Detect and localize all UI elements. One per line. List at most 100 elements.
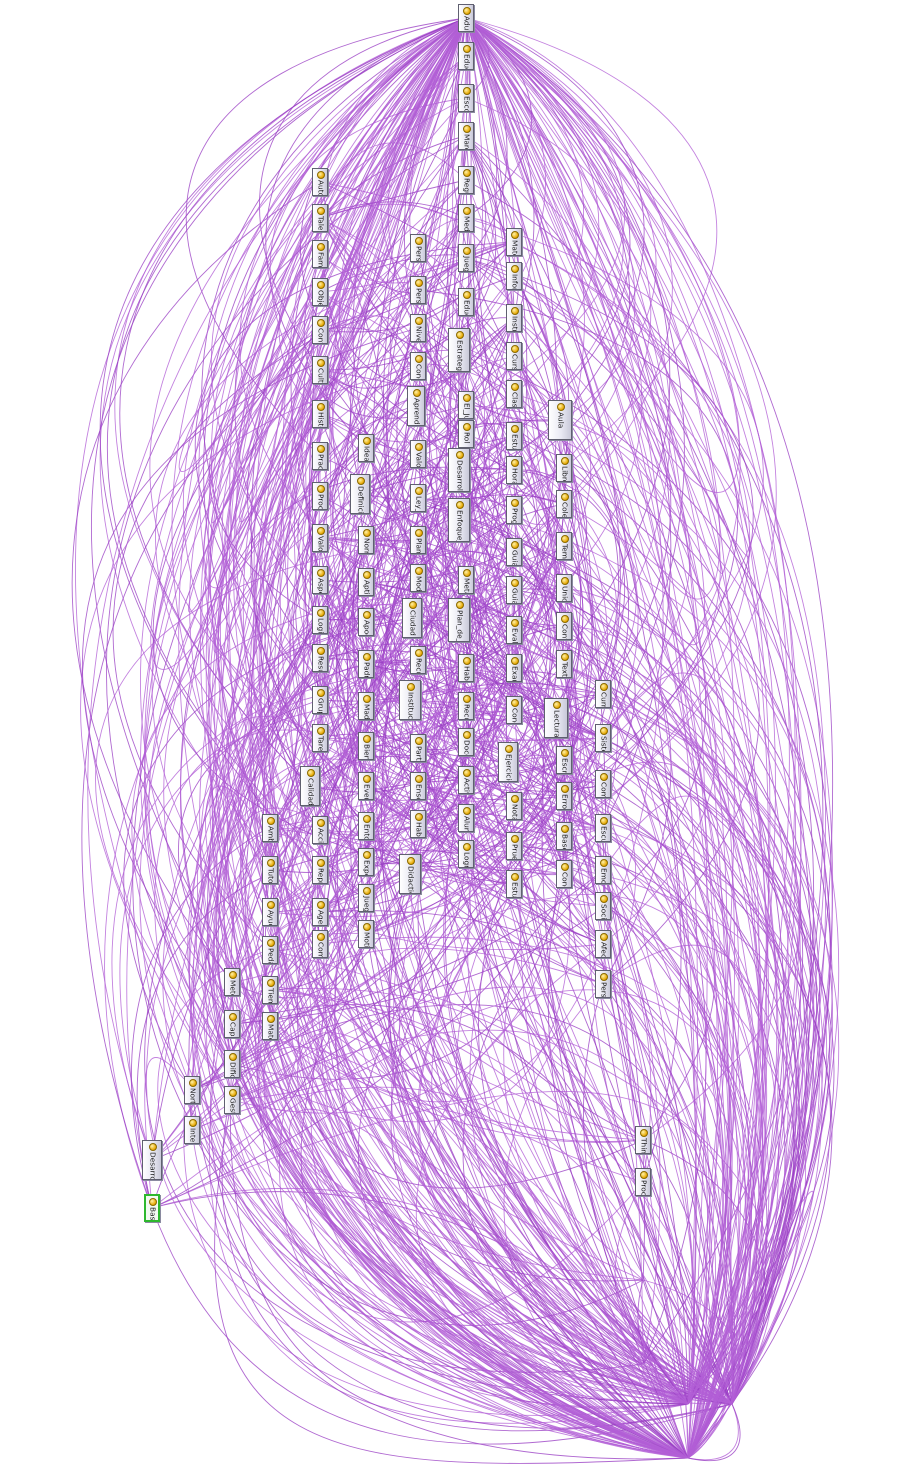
class-node[interactable]: Aprendizaje_Significativo (407, 386, 425, 426)
class-node[interactable]: Recursos_Humanos (410, 646, 426, 674)
class-node[interactable]: Madre (358, 692, 374, 720)
class-node[interactable]: Aspecto (312, 566, 328, 594)
class-node[interactable]: Emocion (595, 856, 611, 884)
class-node[interactable]: Educacion (458, 288, 474, 316)
class-node[interactable]: Conclusion_Final (506, 696, 522, 724)
class-node[interactable]: Motivacion (358, 920, 374, 948)
class-node[interactable]: Ayuda (262, 898, 278, 926)
class-node[interactable]: Gestion (224, 1086, 240, 1114)
class-node[interactable]: Estrategia_de_la_Clase (448, 328, 470, 372)
class-node[interactable]: Personas (595, 970, 611, 998)
class-node[interactable]: Regulatorio (458, 166, 474, 194)
class-node[interactable]: Accion (312, 816, 328, 844)
class-node[interactable]: Actividad (458, 766, 474, 794)
class-node[interactable]: Desarrollo (142, 1140, 162, 1180)
class-node[interactable]: Guia (506, 538, 522, 566)
class-node[interactable]: Evento (358, 772, 374, 800)
class-node[interactable]: Colegio (556, 490, 572, 518)
class-node[interactable]: Clase (506, 380, 522, 408)
class-node[interactable]: Comunidad (595, 770, 611, 798)
class-node[interactable]: Didactica (399, 854, 421, 894)
class-node[interactable]: El_Juego (458, 391, 474, 419)
class-node[interactable]: Afecto (595, 930, 611, 958)
class-node[interactable]: Base_de_Datos_del_Estudiante (556, 822, 572, 850)
class-node[interactable]: Rol (458, 420, 474, 448)
class-node[interactable]: Entorno (358, 812, 374, 840)
class-node[interactable]: Apoderado (358, 608, 374, 636)
class-node[interactable]: Social (595, 892, 611, 920)
class-node[interactable]: Error (556, 782, 572, 810)
class-node[interactable]: Grupo_de_Trabajo (312, 686, 328, 714)
class-node[interactable]: Estudiante (506, 870, 522, 898)
class-node[interactable]: Libro (556, 454, 572, 482)
class-node[interactable]: Capacidad (224, 1010, 240, 1038)
class-node[interactable]: Unidad (556, 574, 572, 602)
class-node[interactable]: Instruccion (506, 304, 522, 332)
class-node[interactable]: Escuela (595, 814, 611, 842)
class-node[interactable]: Planificacion (410, 526, 426, 554)
class-node[interactable]: Nivel (410, 314, 426, 342)
class-node[interactable]: Bienestar (358, 732, 374, 760)
class-node[interactable]: Estudio_Propio (506, 422, 522, 450)
class-node[interactable]: Persona (410, 234, 426, 262)
class-node[interactable]: Aptitud (358, 568, 374, 596)
class-node[interactable]: Alumno (458, 804, 474, 832)
class-node[interactable]: Ley_Padre (410, 484, 426, 512)
class-node[interactable]: Guia_2 (506, 576, 522, 604)
class-node[interactable]: Ensenanza (410, 772, 426, 800)
class-node[interactable]: Ambiente (262, 814, 278, 842)
class-node[interactable]: Adulto (458, 4, 474, 32)
class-node[interactable]: Cultura (312, 356, 328, 384)
class-node[interactable]: Habilidad (410, 810, 426, 838)
class-node[interactable]: Thing (635, 1126, 651, 1154)
class-node[interactable]: Enfoque_de_la_Escuela_Basica (448, 498, 470, 542)
class-node[interactable]: Conocimiento (410, 352, 426, 380)
class-node[interactable]: Ciudad (402, 598, 422, 638)
class-node[interactable]: Ejercicio (498, 742, 518, 782)
class-node[interactable]: Dificultad (224, 1050, 240, 1078)
class-node[interactable]: Plan_de_Enseñanza (448, 598, 470, 642)
class-node[interactable]: Materia (506, 228, 522, 256)
class-node[interactable]: Escritura (556, 746, 572, 774)
class-node[interactable]: Examen (506, 654, 522, 682)
class-node[interactable]: Definicion (350, 474, 370, 514)
class-node[interactable]: Tarea (312, 724, 328, 752)
class-node[interactable]: Valor (410, 440, 426, 468)
class-node[interactable]: Evaluacion_Final (506, 616, 522, 644)
class-node[interactable]: Metodo (224, 968, 240, 996)
class-node[interactable]: Curriculum (595, 680, 611, 708)
class-node[interactable]: Comunicacion (312, 930, 328, 958)
class-node[interactable]: Talento (312, 204, 328, 232)
class-node[interactable]: Resultado (312, 644, 328, 672)
class-node[interactable]: Meta (458, 566, 474, 594)
class-node[interactable]: Persona_fis (410, 276, 426, 304)
class-node[interactable]: Tiempo (262, 976, 278, 1004)
class-node[interactable]: Norte (184, 1076, 200, 1104)
class-node[interactable]: Auto (312, 168, 328, 196)
class-node[interactable]: Base_de_Conocimiento_de_Datos (144, 1194, 160, 1222)
class-node[interactable]: Habito (458, 654, 474, 682)
class-node[interactable]: Programa (506, 496, 522, 524)
class-node[interactable]: Medio (458, 204, 474, 232)
class-node[interactable]: Proceso (312, 482, 328, 510)
class-node[interactable]: Tema (556, 532, 572, 560)
class-node[interactable]: Calidad (300, 766, 320, 806)
class-node[interactable]: Lectura (544, 698, 568, 738)
class-node[interactable]: Juego (458, 244, 474, 272)
class-node[interactable]: Horario_de_Clase (506, 456, 522, 484)
class-node[interactable]: Educar (458, 42, 474, 70)
class-node[interactable]: Contexto (312, 316, 328, 344)
class-node[interactable]: Historia (312, 400, 328, 428)
class-node[interactable]: Concepto (556, 860, 572, 888)
class-node[interactable]: Contenido (556, 612, 572, 640)
class-node[interactable]: Nota (506, 792, 522, 820)
class-node[interactable]: Juego_de_Roles (358, 884, 374, 912)
class-node[interactable]: Aula (548, 400, 572, 440)
class-node[interactable]: Agente (312, 898, 328, 926)
class-node[interactable]: Docente (458, 728, 474, 756)
class-node[interactable]: Marco (458, 122, 474, 150)
class-node[interactable]: Idea (358, 434, 374, 462)
class-node[interactable]: Practica (312, 442, 328, 470)
class-node[interactable]: Logro (458, 840, 474, 868)
class-node[interactable]: Pedagogia (262, 936, 278, 964)
